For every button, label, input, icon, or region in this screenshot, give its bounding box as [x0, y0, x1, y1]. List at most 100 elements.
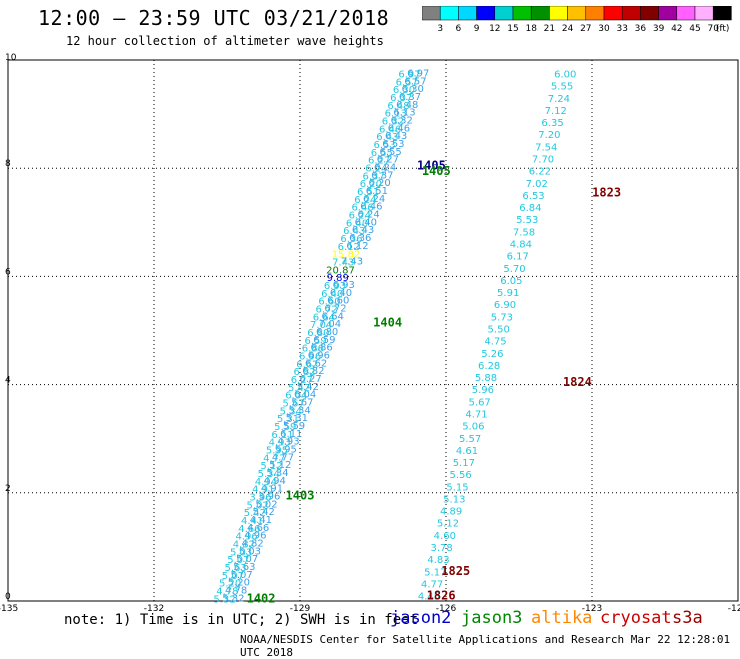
color-swatch: [640, 6, 659, 21]
swh-value: 6.35: [541, 118, 563, 129]
swh-value: 6.97: [398, 70, 420, 81]
swh-value-shadow: 5.42: [253, 507, 275, 518]
pass-number-label: 1823: [592, 186, 621, 200]
swh-value: 6.46: [379, 124, 401, 135]
swh-value-shadow: 4.66: [247, 523, 269, 534]
swh-value: 5.73: [491, 312, 513, 323]
swh-value: 6.90: [494, 300, 516, 311]
swh-value: 5.50: [488, 324, 510, 335]
swh-value: 6.84: [519, 203, 541, 214]
swh-value: 5.63: [224, 563, 246, 574]
swh-value-shadow: 6.27: [299, 374, 321, 385]
swh-value-shadow: 4.94: [264, 476, 286, 487]
swh-value: 5.34: [280, 406, 302, 417]
swh-value: 6.60: [318, 297, 340, 308]
swh-value-shadow: 5.07: [230, 570, 252, 581]
swh-value: 4.91: [252, 485, 274, 496]
swh-value-shadow: 6.24: [374, 163, 396, 174]
swh-value-shadow: 5.12: [269, 460, 291, 471]
swh-value-shadow: 6.96: [308, 350, 330, 361]
color-scale-label: 33: [616, 24, 627, 34]
swh-value: 6.13: [385, 109, 407, 120]
swh-value: 4.75: [484, 337, 506, 348]
swh-value-shadow: 6.20: [368, 178, 390, 189]
color-swatch: [439, 6, 459, 21]
swh-value-shadow: 6.30: [402, 84, 424, 95]
pass-number-label: 1404: [373, 315, 402, 329]
swh-value-shadow: 6.43: [352, 225, 374, 236]
satellite-s3a-label: s3a: [672, 608, 703, 628]
swh-value-shadow: 6.46: [360, 202, 382, 213]
x-tick-label: -120: [728, 604, 740, 614]
swh-value: 7.43: [332, 258, 354, 269]
swh-value: 6.93: [324, 281, 346, 292]
color-scale-label: 45: [689, 24, 700, 34]
swh-value-shadow: 6.11: [280, 429, 302, 440]
swh-value-shadow: 5.34: [288, 405, 310, 416]
color-scale-unit: (ft): [716, 24, 730, 34]
y-tick-label: 2: [5, 484, 11, 494]
swh-value: 6.55: [371, 148, 393, 159]
swh-value-shadow: 6.32: [391, 116, 413, 127]
color-swatch: [694, 6, 714, 21]
swh-value: 7.24: [548, 94, 570, 105]
swh-value: 15.82: [332, 250, 361, 261]
satellite-jason2-label: jason2: [390, 608, 452, 628]
swh-value-shadow: 6.40: [355, 217, 377, 228]
color-scale-label: 42: [671, 24, 682, 34]
swh-value-shadow: 6.37: [399, 92, 421, 103]
color-swatch: [585, 6, 605, 21]
swh-value-shadow: 4.96: [244, 531, 266, 542]
color-scale-label: 70: [707, 24, 719, 34]
swh-value: 6.40: [321, 289, 343, 300]
swh-value-shadow: 6.13: [393, 108, 415, 119]
swh-value: 6.62: [296, 359, 318, 370]
swh-value-shadow: 6.93: [333, 280, 355, 291]
swh-value-shadow: 6.59: [313, 335, 335, 346]
color-scale-label: 12: [489, 24, 500, 34]
swh-value: 5.26: [481, 349, 503, 360]
swh-value: 4.89: [440, 507, 462, 518]
color-scale-label: 18: [525, 24, 537, 34]
swh-value: 5.67: [282, 398, 304, 409]
swh-value: 6.48: [387, 101, 409, 112]
swh-value: 5.32: [213, 594, 235, 605]
swh-value: 4.78: [216, 586, 238, 597]
swh-value: 4.84: [510, 239, 532, 250]
swh-value: 6.17: [507, 252, 529, 263]
swh-value-shadow: 6.04: [294, 390, 316, 401]
swh-value-shadow: 6.48: [396, 100, 418, 111]
swh-value: 6.53: [522, 191, 544, 202]
swh-value-shadow: 4.77: [272, 452, 294, 463]
color-swatch: [712, 6, 732, 21]
swh-value: 6.22: [529, 167, 551, 178]
swh-value-shadow: 4.93: [277, 437, 299, 448]
color-swatch: [422, 6, 441, 21]
swh-value: 6.37: [362, 171, 384, 182]
swh-value: 4.60: [434, 531, 456, 542]
swh-value-shadow: 5.34: [266, 468, 288, 479]
satellite-jason3-label: jason3: [461, 608, 523, 628]
swh-value: 5.07: [227, 555, 249, 566]
swh-value: 5.13: [443, 494, 465, 505]
swh-value-shadow: 6.86: [311, 343, 333, 354]
x-tick-label: -126: [436, 604, 457, 614]
swh-value: 5.02: [247, 500, 269, 511]
swh-value: 6.43: [343, 226, 365, 237]
swh-value: 4.77: [263, 453, 285, 464]
swh-value-shadow: 5.03: [239, 546, 261, 557]
swh-value: 4.66: [238, 524, 260, 535]
swh-value: 6.96: [299, 351, 321, 362]
swh-value: 6.30: [393, 85, 415, 96]
satellite-cryosat-label: cryosat: [600, 608, 672, 628]
swh-value: 6.72: [316, 304, 338, 315]
swh-value-shadow: 4.82: [242, 538, 264, 549]
swh-value-shadow: 6.40: [330, 288, 352, 299]
swh-value-shadow: 3.96: [258, 491, 280, 502]
swh-value: 5.07: [222, 571, 244, 582]
swh-value: 7.20: [538, 130, 560, 141]
pass-number-label: 1402: [247, 591, 276, 605]
swh-value-shadow: 5.07: [236, 554, 258, 565]
